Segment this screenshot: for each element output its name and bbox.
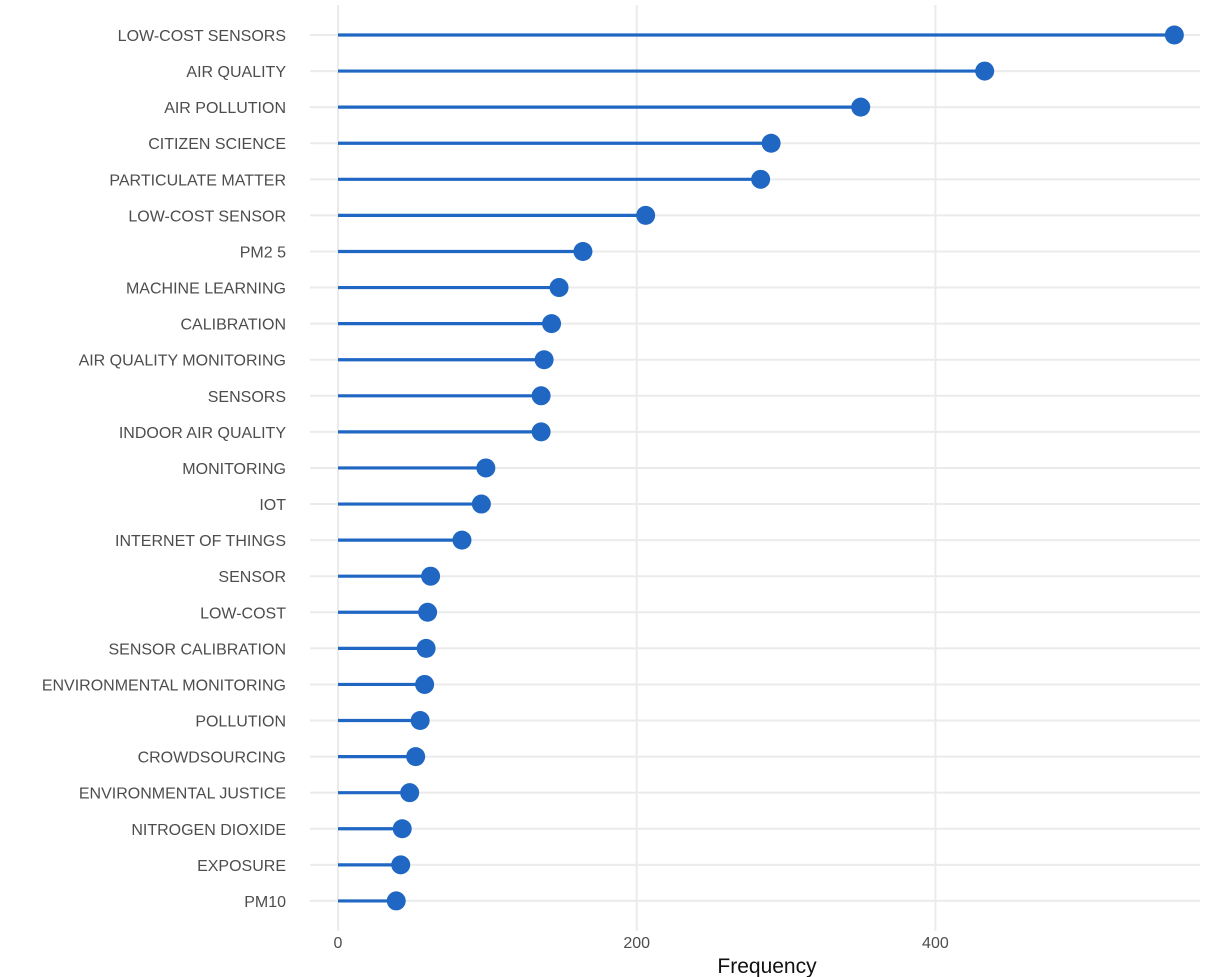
lollipop-point xyxy=(418,602,438,622)
x-tick-label: 0 xyxy=(334,935,343,952)
lollipop-point xyxy=(549,278,569,298)
lollipop-point xyxy=(471,494,491,514)
lollipop-point xyxy=(751,169,771,189)
category-label: AIR QUALITY MONITORING xyxy=(79,353,286,370)
category-label: PM2 5 xyxy=(240,244,286,261)
category-label: PM10 xyxy=(244,894,286,911)
category-label: LOW-COST SENSORS xyxy=(118,28,286,45)
category-label: LOW-COST xyxy=(200,605,286,622)
category-label: AIR QUALITY xyxy=(186,64,286,81)
category-labels: LOW-COST SENSORS AIR QUALITY AIR POLLUTION… xyxy=(42,28,287,911)
stems-layer xyxy=(338,33,1175,903)
lollipop-point xyxy=(534,350,554,370)
lollipop-point xyxy=(531,386,551,406)
category-label: INTERNET OF THINGS xyxy=(115,533,286,550)
lollipop-point xyxy=(761,133,781,153)
category-label: AIR POLLUTION xyxy=(164,100,286,117)
category-label: SENSORS xyxy=(208,389,286,406)
lollipop-point xyxy=(573,241,593,261)
category-label: MACHINE LEARNING xyxy=(126,281,286,298)
points-layer xyxy=(386,25,1184,911)
lollipop-point xyxy=(391,855,411,875)
x-tick-label: 200 xyxy=(623,935,650,952)
lollipop-point xyxy=(476,458,496,478)
category-label: INDOOR AIR QUALITY xyxy=(119,425,286,442)
category-label: ENVIRONMENTAL JUSTICE xyxy=(79,786,286,803)
category-label: SENSOR xyxy=(218,569,286,586)
lollipop-point xyxy=(851,97,871,117)
lollipop-point xyxy=(415,674,435,694)
category-label: ENVIRONMENTAL MONITORING xyxy=(42,677,286,694)
lollipop-point xyxy=(416,638,436,658)
lollipop-point xyxy=(421,566,441,586)
category-label: CROWDSOURCING xyxy=(138,750,286,767)
category-label: SENSOR CALIBRATION xyxy=(108,641,286,658)
lollipop-point xyxy=(392,819,412,839)
lollipop-point xyxy=(400,783,420,803)
lollipop-point xyxy=(452,530,472,550)
lollipop-point xyxy=(1164,25,1184,45)
lollipop-point xyxy=(410,711,430,731)
lollipop-point xyxy=(975,61,995,81)
category-label: NITROGEN DIOXIDE xyxy=(131,822,286,839)
x-tick-labels: 0 200 400 xyxy=(334,935,949,952)
category-label: POLLUTION xyxy=(195,714,286,731)
category-label: CALIBRATION xyxy=(181,317,287,334)
category-label: LOW-COST SENSOR xyxy=(128,208,286,225)
lollipop-point xyxy=(636,205,656,225)
x-axis-title: Frequency xyxy=(717,955,817,977)
category-label: IOT xyxy=(259,497,286,514)
category-label: PARTICULATE MATTER xyxy=(109,172,286,189)
lollipop-point xyxy=(406,747,426,767)
x-tick-label: 400 xyxy=(922,935,949,952)
lollipop-point xyxy=(542,314,562,334)
category-label: CITIZEN SCIENCE xyxy=(148,136,286,153)
category-label: EXPOSURE xyxy=(197,858,286,875)
category-label: MONITORING xyxy=(182,461,286,478)
lollipop-point xyxy=(531,422,551,442)
lollipop-point xyxy=(386,891,406,911)
